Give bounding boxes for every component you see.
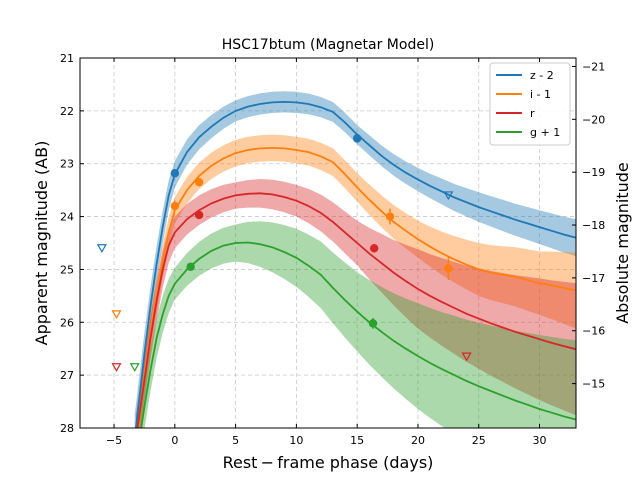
- x-tick-label: −5: [106, 434, 122, 447]
- legend-label-g: g + 1: [530, 126, 560, 139]
- model-line-1: [137, 146, 576, 428]
- detection-point: [170, 201, 180, 211]
- legend-label-r: r: [530, 107, 535, 120]
- legend-label-i: i - 1: [530, 88, 551, 101]
- upper-limit-marker: [461, 352, 472, 362]
- y-tick-label: 22: [60, 105, 74, 118]
- legend-label-z: z - 2: [530, 69, 554, 82]
- data-points: [96, 134, 472, 372]
- y-tick-label: 23: [60, 158, 74, 171]
- model-lines: [135, 100, 576, 428]
- y-tick-label: 26: [60, 316, 74, 329]
- uncertainty-band-2: [135, 179, 576, 428]
- uncertainty-bands: [134, 91, 576, 428]
- detection-point: [444, 264, 453, 273]
- chart-title: HSC17btum (Magnetar Model): [222, 37, 435, 53]
- upper-limit-marker: [111, 363, 122, 372]
- legend-box: [489, 62, 571, 146]
- model-line-3: [140, 241, 576, 428]
- y-right-tick-label: −15: [582, 378, 605, 391]
- plot-frame: [79, 57, 577, 429]
- x-tick-label: 30: [533, 434, 547, 447]
- y-tick-label: 25: [60, 263, 74, 276]
- uncertainty-band-1: [137, 134, 576, 428]
- x-tick-label: 25: [472, 434, 486, 447]
- upper-limit-marker: [443, 191, 454, 201]
- x-tick-label: 10: [289, 434, 303, 447]
- model-line-2: [136, 192, 576, 428]
- y-tick-label: 24: [60, 211, 74, 224]
- y-right-tick-label: −19: [582, 166, 605, 179]
- uncertainty-band-3: [139, 221, 576, 428]
- x-tick-label: 20: [411, 434, 425, 447]
- detection-point: [194, 210, 204, 220]
- y-right-tick-label: −16: [582, 325, 605, 338]
- detection-point: [368, 319, 378, 328]
- y-axis-label: Apparent magnitude (AB): [32, 141, 51, 346]
- upper-limit-marker: [111, 310, 122, 320]
- x-axis-label: Rest − frame phase (days): [223, 453, 434, 472]
- model-line-0: [135, 100, 576, 428]
- legend: z - 2 i - 1 r g + 1: [489, 62, 571, 146]
- y-right-tick-label: −21: [582, 60, 605, 73]
- detection-point: [170, 169, 180, 178]
- detection-point: [194, 178, 204, 187]
- detection-point: [352, 134, 362, 143]
- y-tick-label: 28: [60, 422, 74, 435]
- y-right-tick-label: −20: [582, 113, 605, 126]
- axes-frame: [79, 57, 577, 429]
- upper-limit-marker: [96, 244, 107, 253]
- detection-point: [186, 262, 195, 271]
- x-tick-label: 5: [232, 434, 239, 447]
- x-tick-label: 15: [350, 434, 364, 447]
- x-tick-label: 0: [171, 434, 178, 447]
- y-axis-label-right: Absolute magnitude: [613, 162, 632, 324]
- y-right-tick-label: −17: [582, 272, 605, 285]
- y-tick-label: 21: [60, 52, 74, 65]
- tick-labels: −5 0 5 10 15 20 25 30 21 22 23 24 25 26 27 28 −21 −20 −19 −…: [60, 52, 605, 447]
- y-right-tick-label: −18: [582, 219, 605, 232]
- y-tick-label: 27: [60, 369, 74, 382]
- upper-limit-marker: [129, 363, 140, 372]
- detection-point: [385, 212, 395, 221]
- detection-point: [369, 244, 379, 253]
